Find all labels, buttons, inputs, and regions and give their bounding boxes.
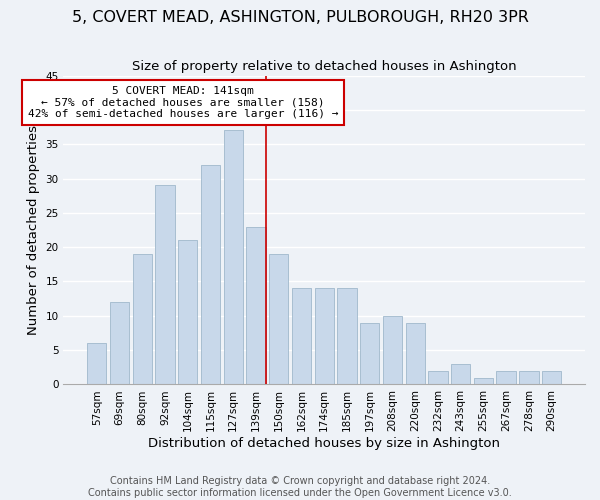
Bar <box>314 288 334 384</box>
Bar <box>360 322 379 384</box>
Bar <box>224 130 243 384</box>
Bar <box>201 165 220 384</box>
Bar <box>406 322 425 384</box>
Bar <box>496 370 516 384</box>
Bar <box>110 302 129 384</box>
Bar <box>133 254 152 384</box>
Bar <box>269 254 289 384</box>
Bar <box>178 240 197 384</box>
Bar <box>247 226 266 384</box>
Title: Size of property relative to detached houses in Ashington: Size of property relative to detached ho… <box>132 60 517 73</box>
Text: 5, COVERT MEAD, ASHINGTON, PULBOROUGH, RH20 3PR: 5, COVERT MEAD, ASHINGTON, PULBOROUGH, R… <box>71 10 529 25</box>
Bar <box>383 316 402 384</box>
Text: 5 COVERT MEAD: 141sqm
← 57% of detached houses are smaller (158)
42% of semi-det: 5 COVERT MEAD: 141sqm ← 57% of detached … <box>28 86 338 119</box>
Bar <box>428 370 448 384</box>
Bar <box>474 378 493 384</box>
Bar <box>519 370 539 384</box>
Bar <box>542 370 561 384</box>
Bar <box>87 344 106 384</box>
Bar <box>155 186 175 384</box>
Bar <box>451 364 470 384</box>
Bar <box>292 288 311 384</box>
X-axis label: Distribution of detached houses by size in Ashington: Distribution of detached houses by size … <box>148 437 500 450</box>
Y-axis label: Number of detached properties: Number of detached properties <box>27 125 40 335</box>
Bar <box>337 288 356 384</box>
Text: Contains HM Land Registry data © Crown copyright and database right 2024.
Contai: Contains HM Land Registry data © Crown c… <box>88 476 512 498</box>
